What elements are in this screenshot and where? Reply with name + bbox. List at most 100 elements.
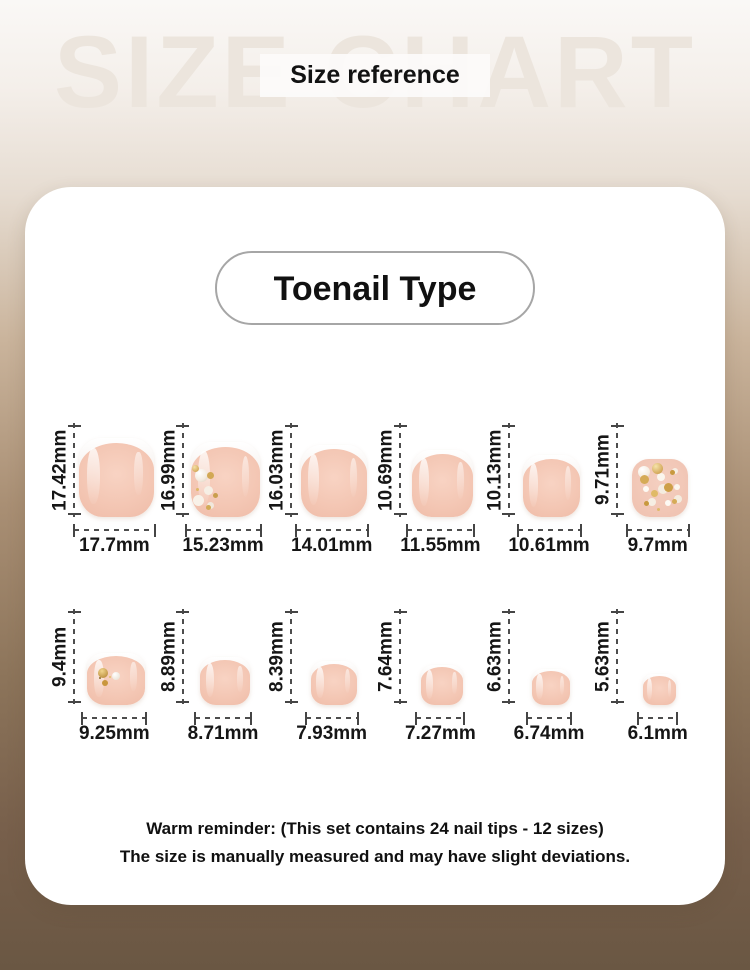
width-dimension-line bbox=[625, 523, 690, 537]
width-measure-area: 6.1mm bbox=[614, 711, 701, 745]
size-chart-card: Toenail Type 17.42mm 17.7mm 16.99mm bbox=[25, 187, 725, 905]
nail-body bbox=[78, 442, 154, 517]
width-measurement-label: 9.7mm bbox=[627, 535, 688, 556]
width-dimension-line bbox=[415, 711, 466, 725]
toenail-image bbox=[522, 455, 580, 517]
nail-body bbox=[310, 663, 357, 705]
width-dimension-line bbox=[637, 711, 679, 725]
reminder-line-1: Warm reminder: (This set contains 24 nai… bbox=[146, 819, 604, 838]
size-row-1: 17.42mm 17.7mm 16.99mm bbox=[25, 423, 725, 557]
height-dimension-line bbox=[502, 609, 516, 705]
toenail-image bbox=[643, 674, 677, 705]
size-column: 9.71mm 9.7mm bbox=[592, 423, 701, 557]
height-measurement-label: 6.63mm bbox=[484, 621, 506, 693]
height-dimension-line bbox=[284, 609, 298, 705]
width-measurement-label: 6.74mm bbox=[513, 723, 585, 744]
measure-area: 6.63mm bbox=[484, 609, 593, 705]
size-row-2: 9.4mm 9.25mm 8.89mm bbox=[25, 609, 725, 745]
height-dimension-line bbox=[393, 609, 407, 705]
nail-body bbox=[421, 667, 464, 705]
measure-area: 8.89mm bbox=[158, 609, 267, 705]
toenail-image bbox=[310, 661, 357, 705]
width-dimension-line bbox=[405, 523, 475, 537]
width-measure-area: 15.23mm bbox=[180, 523, 267, 557]
height-measurement-label: 9.71mm bbox=[592, 434, 614, 506]
nail-zone bbox=[75, 609, 158, 705]
width-dimension-line bbox=[294, 523, 369, 537]
measure-area: 10.69mm bbox=[375, 423, 484, 517]
height-measurement-label: 5.63mm bbox=[592, 621, 614, 693]
page-header: SIZE CHART Size reference bbox=[0, 0, 750, 187]
width-measure-area: 8.71mm bbox=[180, 711, 267, 745]
size-column: 16.03mm 14.01mm bbox=[266, 423, 375, 557]
height-dimension-line bbox=[502, 423, 516, 517]
height-measurement-label: 7.64mm bbox=[375, 621, 397, 693]
width-measurement-label: 7.27mm bbox=[404, 723, 476, 744]
nail-body bbox=[631, 459, 688, 517]
nail-body bbox=[522, 458, 580, 517]
width-measurement-label: 11.55mm bbox=[400, 535, 481, 556]
width-measure-area: 14.01mm bbox=[288, 523, 375, 557]
measure-area: 17.42mm bbox=[49, 423, 158, 517]
nail-zone bbox=[184, 423, 267, 517]
width-measure-area: 10.61mm bbox=[506, 523, 593, 557]
size-column: 8.89mm 8.71mm bbox=[158, 609, 267, 745]
measure-area: 16.03mm bbox=[266, 423, 375, 517]
measure-area: 5.63mm bbox=[592, 609, 701, 705]
nail-body bbox=[200, 659, 250, 705]
width-dimension-line bbox=[184, 523, 262, 537]
toenail-image bbox=[87, 653, 146, 705]
toenail-image bbox=[190, 442, 260, 517]
nail-zone bbox=[401, 423, 484, 517]
width-measurement-label: 17.7mm bbox=[78, 535, 150, 556]
width-measure-area: 9.7mm bbox=[614, 523, 701, 557]
page-title-wrap: Size reference bbox=[0, 54, 750, 97]
width-measure-area: 11.55mm bbox=[397, 523, 484, 557]
width-measure-area: 7.93mm bbox=[288, 711, 375, 745]
toenail-image bbox=[300, 445, 367, 517]
height-dimension-line bbox=[610, 609, 624, 705]
size-column: 6.63mm 6.74mm bbox=[484, 609, 593, 745]
width-measurement-label: 10.61mm bbox=[508, 535, 590, 556]
height-measurement-label: 10.13mm bbox=[484, 429, 506, 511]
height-measurement-label: 16.03mm bbox=[266, 429, 288, 511]
width-measurement-label: 7.93mm bbox=[296, 723, 368, 744]
height-dimension-line bbox=[393, 423, 407, 517]
size-column: 9.4mm 9.25mm bbox=[49, 609, 158, 745]
width-dimension-line bbox=[194, 711, 252, 725]
nail-zone bbox=[510, 423, 593, 517]
size-column: 7.64mm 7.27mm bbox=[375, 609, 484, 745]
height-dimension-line bbox=[67, 423, 81, 517]
height-measurement-label: 8.89mm bbox=[158, 621, 180, 693]
nail-zone bbox=[401, 609, 484, 705]
height-measurement-label: 17.42mm bbox=[49, 429, 71, 511]
size-column: 16.99mm 15.23mm bbox=[158, 423, 267, 557]
height-dimension-line bbox=[67, 609, 81, 705]
measure-area: 9.71mm bbox=[592, 423, 701, 517]
measure-area: 10.13mm bbox=[484, 423, 593, 517]
toenail-image bbox=[411, 450, 473, 517]
nail-zone bbox=[510, 609, 593, 705]
reminder-line-2: The size is manually measured and may ha… bbox=[119, 847, 631, 866]
size-column: 10.69mm 11.55mm bbox=[375, 423, 484, 557]
nail-zone bbox=[292, 423, 375, 517]
nail-zone bbox=[618, 609, 701, 705]
toenail-image bbox=[78, 438, 154, 517]
width-dimension-line bbox=[516, 523, 582, 537]
nail-body bbox=[643, 675, 677, 705]
height-measurement-label: 10.69mm bbox=[375, 429, 397, 511]
nail-body bbox=[532, 671, 571, 705]
width-measurement-label: 9.25mm bbox=[78, 723, 150, 744]
width-measure-area: 17.7mm bbox=[71, 523, 158, 557]
nail-zone bbox=[618, 423, 701, 517]
nail-body bbox=[190, 446, 260, 517]
width-measurement-label: 15.23mm bbox=[182, 535, 264, 556]
toenail-image bbox=[200, 657, 250, 705]
width-dimension-line bbox=[304, 711, 359, 725]
nail-body bbox=[300, 449, 367, 517]
category-pill-wrap: Toenail Type bbox=[25, 251, 725, 325]
width-measure-area: 7.27mm bbox=[397, 711, 484, 745]
measure-area: 7.64mm bbox=[375, 609, 484, 705]
width-measure-area: 6.74mm bbox=[506, 711, 593, 745]
